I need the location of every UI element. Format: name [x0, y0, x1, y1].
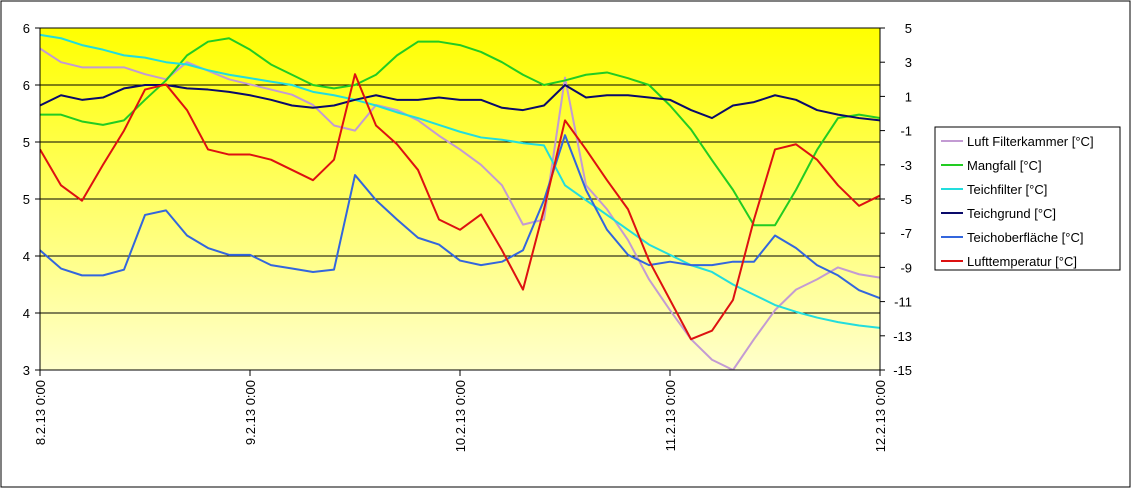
- legend-label: Teichfilter [°C]: [967, 182, 1047, 197]
- y2-tick-label: -3: [900, 158, 912, 173]
- y2-tick-label: -13: [893, 329, 912, 344]
- series-line: [40, 84, 880, 122]
- legend-label: Teichgrund [°C]: [967, 206, 1056, 221]
- y-tick-label: 4: [23, 306, 30, 321]
- x-tick-label: 11.2.13 0:00: [663, 380, 678, 451]
- x-tick-label: 9.2.13 0:00: [243, 380, 258, 445]
- y-tick-label: 5: [23, 135, 30, 150]
- y-tick-label: 6: [23, 21, 30, 36]
- legend: Luft Filterkammer [°C] Mangfall [°C] Teich…: [934, 126, 1121, 271]
- y2-tick-label: -5: [900, 192, 912, 207]
- y2-tick-label: -11: [894, 295, 912, 310]
- series-line: [40, 73, 880, 341]
- y2-tick-label: 1: [905, 89, 912, 104]
- y2-tick-label: -9: [900, 260, 912, 275]
- y-tick-label: 5: [23, 192, 30, 207]
- y2-tick-label: 3: [905, 55, 912, 70]
- series-line: [40, 47, 880, 370]
- legend-label: Luft Filterkammer [°C]: [967, 134, 1094, 149]
- y2-tick-label: -1: [900, 124, 912, 139]
- y-tick-label: 4: [23, 249, 30, 264]
- legend-box: [934, 126, 1121, 271]
- series-line: [40, 134, 880, 300]
- y2-tick-label: 5: [905, 21, 912, 36]
- legend-label: Lufttemperatur [°C]: [967, 254, 1077, 269]
- y-tick-label: 6: [23, 78, 30, 93]
- x-tick-label: 12.2.13 0:00: [873, 380, 888, 452]
- y-tick-label: 3: [23, 363, 30, 378]
- y2-tick-label: -15: [893, 363, 912, 378]
- legend-label: Mangfall [°C]: [967, 158, 1042, 173]
- y2-tick-label: -7: [900, 226, 912, 241]
- legend-label: Teichoberfläche [°C]: [967, 230, 1083, 245]
- x-tick-label: 10.2.13 0:00: [453, 380, 468, 452]
- x-tick-label: 8.2.13 0:00: [33, 380, 48, 445]
- series-line: [40, 33, 880, 329]
